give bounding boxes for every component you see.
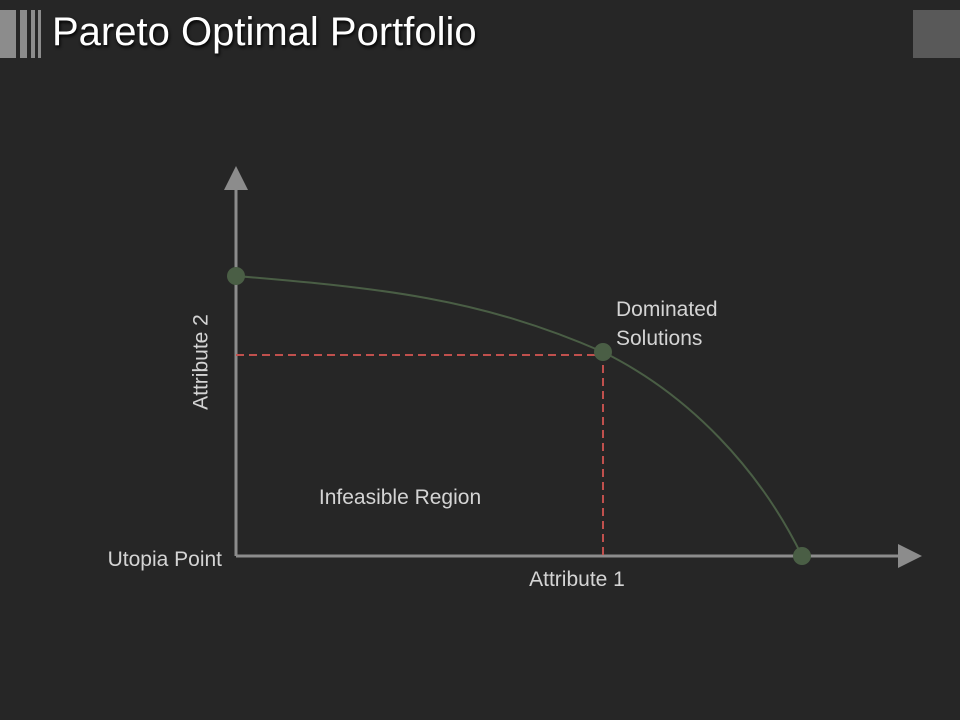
pareto-point-right [793,547,811,565]
dominated-solutions-label-line2: Solutions [616,327,702,350]
corner-block [913,10,960,58]
page-title: Pareto Optimal Portfolio [52,10,477,54]
utopia-point-label: Utopia Point [108,548,223,571]
title-bar-stripe-3 [31,10,35,58]
title-bar-stripe-4 [38,10,41,58]
title-bar-stripe-1 [0,10,16,58]
y-axis-arrow [224,166,248,190]
x-axis-arrow [898,544,922,568]
y-axis-label: Attribute 2 [190,314,213,410]
pareto-point-top [227,267,245,285]
infeasible-region-label: Infeasible Region [319,486,481,509]
pareto-point-middle [594,343,612,361]
x-axis-label: Attribute 1 [529,568,625,591]
dominated-solutions-label-line1: Dominated [616,298,718,321]
title-bar-stripe-2 [20,10,27,58]
